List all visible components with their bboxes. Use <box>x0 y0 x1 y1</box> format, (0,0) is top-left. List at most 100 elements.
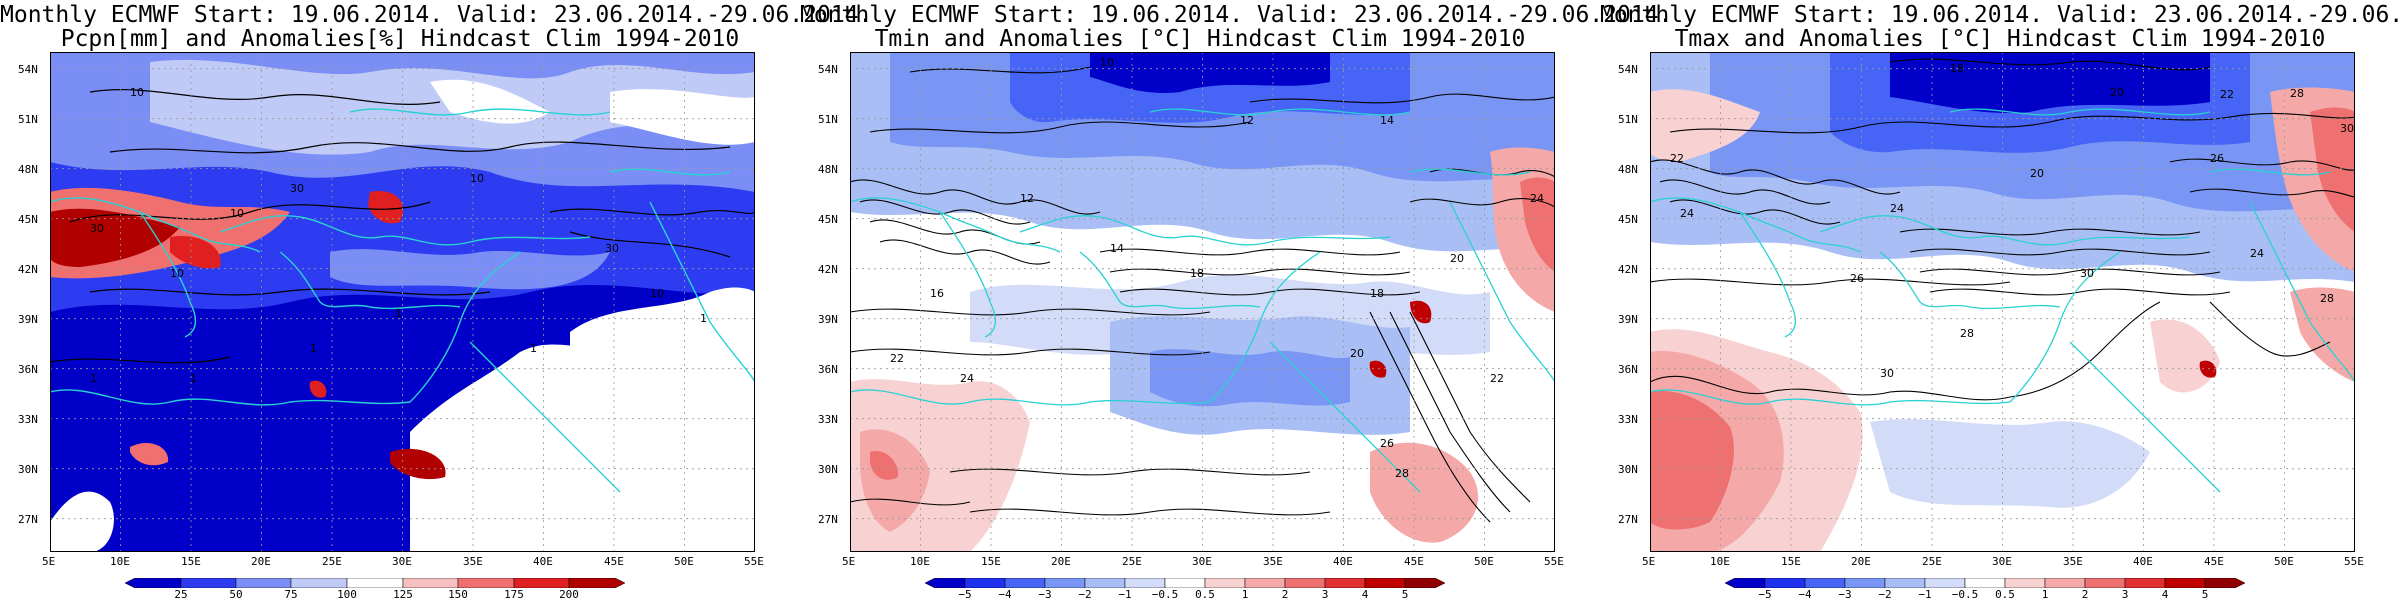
lat-label: 30N <box>1618 463 1638 476</box>
lat-label: 54N <box>818 63 838 76</box>
contour-label: 1 <box>90 372 97 385</box>
contour-label: 10 <box>650 287 664 300</box>
colorbar-label: −5 <box>958 588 972 601</box>
lon-label: 25E <box>1922 555 1942 568</box>
contour-label: 26 <box>1850 272 1864 285</box>
colorbar-label: 4 <box>2161 588 2169 601</box>
colorbar-label: 175 <box>504 588 524 601</box>
contour-label: 20 <box>1350 347 1364 360</box>
colorbar-label: 50 <box>229 588 243 601</box>
colorbar-label: 1 <box>2041 588 2049 601</box>
lon-label: 5E <box>1642 555 1656 568</box>
colorbar-label: 5 <box>2201 588 2209 601</box>
lat-label: 54N <box>18 63 38 76</box>
lon-label: 20E <box>251 555 271 568</box>
lon-label: 25E <box>322 555 342 568</box>
contour-label: 1 <box>395 307 402 320</box>
contour-label: 14 <box>1110 242 1124 255</box>
contour-label: 30 <box>90 222 104 235</box>
contour-label: 18 <box>1370 287 1384 300</box>
lat-label: 27N <box>18 513 38 526</box>
contour-label: 22 <box>890 352 904 365</box>
tmax-map: 18 20 22 24 26 28 30 22 24 26 28 30 20 2… <box>1650 52 2355 552</box>
lon-label: 50E <box>1474 555 1494 568</box>
contour-label: 1 <box>700 312 707 325</box>
contour-label: 26 <box>2210 152 2224 165</box>
lat-label: 54N <box>1618 63 1638 76</box>
lon-label: 45E <box>1404 555 1424 568</box>
lat-label: 33N <box>818 413 838 426</box>
contour-label: 10 <box>470 172 484 185</box>
contour-label: 30 <box>290 182 304 195</box>
colorbar-label: 2 <box>2081 588 2089 601</box>
lon-label: 50E <box>674 555 694 568</box>
panel-precipitation: Monthly ECMWF Start: 19.06.2014. Valid: … <box>0 0 872 601</box>
contour-label: 12 <box>1240 114 1254 127</box>
panel-title: Monthly ECMWF Start: 19.06.2014. Valid: … <box>800 2 1673 28</box>
contour-label: 16 <box>930 287 944 300</box>
contour-label: 20 <box>2110 86 2124 99</box>
lat-label: 51N <box>18 113 38 126</box>
panel-subtitle: Tmin and Anomalies [°C] Hindcast Clim 19… <box>874 26 1526 52</box>
lat-label: 30N <box>818 463 838 476</box>
colorbar-label: 25 <box>174 588 188 601</box>
lon-label: 30E <box>1992 555 2012 568</box>
contour-label: 24 <box>1680 207 1694 220</box>
contour-label: 28 <box>1960 327 1974 340</box>
colorbar-label: −5 <box>1758 588 1772 601</box>
lon-label: 35E <box>2063 555 2083 568</box>
colorbar-label: 4 <box>1361 588 1369 601</box>
lon-label: 25E <box>1122 555 1142 568</box>
colorbar-label: −4 <box>1798 588 1812 601</box>
lat-label: 33N <box>1618 413 1638 426</box>
colorbar-label: −2 <box>1878 588 1892 601</box>
lat-label: 51N <box>818 113 838 126</box>
colorbar-label: 1 <box>1241 588 1249 601</box>
contour-label: 26 <box>1380 437 1394 450</box>
contour-label: 22 <box>1670 152 1684 165</box>
lat-label: 51N <box>1618 113 1638 126</box>
lon-label: 15E <box>981 555 1001 568</box>
panel-subtitle: Pcpn[mm] and Anomalies[%] Hindcast Clim … <box>60 26 740 52</box>
lon-label: 15E <box>181 555 201 568</box>
colorbar-label: −1 <box>1118 588 1132 601</box>
lon-label: 40E <box>533 555 553 568</box>
colorbar-label: 125 <box>393 588 413 601</box>
lat-label: 42N <box>818 263 838 276</box>
lon-label: 55E <box>744 555 764 568</box>
lon-label: 20E <box>1851 555 1871 568</box>
tmin-colorbar <box>925 578 1445 588</box>
lat-label: 45N <box>818 213 838 226</box>
contour-label: 22 <box>1490 372 1504 385</box>
lon-label: 10E <box>1710 555 1730 568</box>
colorbar-label: −3 <box>1838 588 1852 601</box>
lon-label: 35E <box>463 555 483 568</box>
lon-label: 5E <box>42 555 56 568</box>
lon-label: 35E <box>1263 555 1283 568</box>
contour-label: 10 <box>230 207 244 220</box>
contour-label: 20 <box>1450 252 1464 265</box>
colorbar-label: 5 <box>1401 588 1409 601</box>
lon-label: 5E <box>842 555 856 568</box>
contour-label: 28 <box>1395 467 1409 480</box>
lat-label: 27N <box>818 513 838 526</box>
contour-label: 30 <box>2080 267 2094 280</box>
lon-label: 45E <box>604 555 624 568</box>
contour-label: 1 <box>310 342 317 355</box>
colorbar-label: −4 <box>998 588 1012 601</box>
lon-label: 40E <box>1333 555 1353 568</box>
colorbar-label: 150 <box>448 588 468 601</box>
colorbar-label: −0.5 <box>1151 588 1179 601</box>
lon-label: 20E <box>1051 555 1071 568</box>
lat-label: 45N <box>1618 213 1638 226</box>
contour-label: 24 <box>2250 247 2264 260</box>
colorbar-label: −0.5 <box>1951 588 1979 601</box>
contour-label: 22 <box>2220 88 2234 101</box>
lat-label: 42N <box>1618 263 1638 276</box>
contour-label: 28 <box>2290 87 2304 100</box>
tmin-map: 10 12 14 16 18 20 22 24 12 14 18 20 22 2… <box>850 52 1555 552</box>
lon-label: 45E <box>2204 555 2224 568</box>
lon-label: 55E <box>1544 555 1564 568</box>
colorbar-label: −3 <box>1038 588 1052 601</box>
colorbar-label: 100 <box>337 588 357 601</box>
